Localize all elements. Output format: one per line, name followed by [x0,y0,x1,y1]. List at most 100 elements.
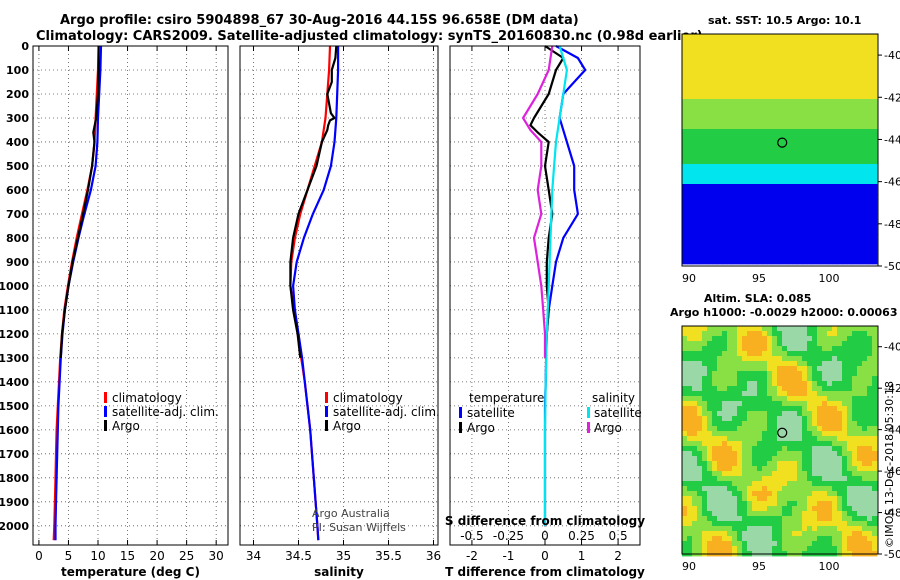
legend-header-temperature: temperature [469,391,544,405]
series-line-argo [289,45,338,359]
chart-panel-difference: -2 -1 0 1 2 T difference from climatology [445,45,645,579]
x-tick-label: 30 [209,549,224,563]
series-line-argo [59,46,100,358]
y-tick-label: 1900 [0,496,29,509]
x-axis-label: salinity [314,565,364,579]
x-tick-label: 36 [426,549,441,563]
legend-swatch [325,420,328,431]
lon-tick-label: 90 [682,272,696,285]
lat-tick-label: -44 [884,424,900,437]
x-tick-label: 0 [541,549,549,563]
lat-tick-label: -46 [884,176,900,189]
x-tick-label: 35.5 [375,549,402,563]
legend-swatch [587,407,590,418]
y-tick-label: 1600 [0,424,29,437]
lon-tick-label: 95 [752,560,766,573]
x-tick-label: 20 [149,549,164,563]
series-line-satellite-adj-clim- [54,45,103,541]
series-line-s-argo [521,45,554,358]
y-tick-label: 1200 [0,328,29,341]
lat-tick-label: -48 [884,507,900,520]
legend-label: satellite-adj. clim. [333,405,440,419]
x-tick-label: 25 [179,549,194,563]
plot-title-line2: Climatology: CARS2009. Satellite-adjuste… [36,29,703,44]
x-axis-label-top: S difference from climatology [445,514,645,528]
lat-tick-label: -48 [884,218,900,231]
lat-tick-label: -46 [884,465,900,478]
legend-swatch [104,392,107,403]
y-tick-label: 1800 [0,472,29,485]
y-tick-label: 2000 [0,520,29,533]
y-tick-label: 700 [6,208,29,221]
lat-tick-label: -44 [884,133,900,146]
y-tick-label: 500 [6,160,29,173]
x-tick-label: -2 [466,549,478,563]
legend-label: Argo [112,419,140,433]
series-line-climatology [289,45,332,541]
series-line-climatology [52,45,100,541]
x-tick-label: 5 [65,549,73,563]
legend-label: climatology [333,391,403,405]
y-tick-label: 1500 [0,400,29,413]
chart-panel-salinity: 34 34.5 35 35.5 36 salinity [239,45,441,579]
y-tick-label: 100 [6,64,29,77]
chart-panel-temperature: 0 5 10 15 20 25 30 temperature (deg C) [32,45,229,579]
lon-tick-label: 95 [752,272,766,285]
y-tick-label: 1300 [0,352,29,365]
legend-label: climatology [112,391,182,405]
legend-label: satellite [467,406,515,420]
x-axis-label: temperature (deg C) [61,565,200,579]
legend-header-salinity: salinity [592,391,635,405]
lat-tick-label: -42 [884,382,900,395]
y-tick-label: 1700 [0,448,29,461]
x-tick-label: -1 [502,549,514,563]
legend-swatch [325,392,328,403]
legend-swatch [104,420,107,431]
legend-label: satellite-adj. clim. [112,405,219,419]
legend-label: satellite [594,406,642,420]
legend-label: Argo [467,421,495,435]
y-tick-label: 600 [6,184,29,197]
x-tick-label: 35 [336,549,351,563]
x-axis-label: T difference from climatology [445,565,645,579]
legend-label: Argo [333,419,361,433]
lon-tick-label: 90 [682,560,696,573]
credit-line2: PI: Susan Wijffels [312,521,406,534]
series-line-satellite-adj-clim- [292,46,340,541]
legend-swatch [459,407,462,418]
argo-position-marker [777,427,788,438]
y-tick-label: 300 [6,112,29,125]
lon-tick-label: 100 [819,560,840,573]
legend-swatch [104,406,107,417]
x-tick-label: 1 [578,549,586,563]
y-tick-label: 0 [21,40,29,53]
lat-tick-label: -42 [884,91,900,104]
s-tick-label: 0.25 [568,529,595,543]
argo-position-marker [777,137,788,148]
lat-tick-label: -50 [884,260,900,273]
x-tick-label: 10 [90,549,105,563]
imos-footer: ©IMOS 13-Dec-2018 05:30:18 [883,381,896,548]
s-tick-label: 0 [541,529,549,543]
s-tick-label: 0.5 [609,529,628,543]
sla-map-title-line1: Altim. SLA: 0.085 [704,292,812,305]
sst-map: -40 -42 -44 -46 -48 -50 90 95 100 [681,33,900,285]
plot-title-line1: Argo profile: csiro 5904898_67 30-Aug-20… [60,13,579,28]
map-frame [681,33,879,267]
x-tick-label: 34.5 [285,549,312,563]
map-frame [681,325,879,555]
x-tick-label: 0 [35,549,43,563]
y-tick-label: 900 [6,256,29,269]
sla-map-title-line2: Argo h1000: -0.0029 h2000: 0.00063 [670,306,898,319]
legend-swatch [459,422,462,433]
sla-map: -40 -42 -44 -46 -48 -50 90 95 100 [681,325,900,573]
lon-tick-label: 100 [819,272,840,285]
series-line-t-satellite [543,45,587,526]
lat-tick-label: -40 [884,341,900,354]
y-tick-label: 200 [6,88,29,101]
x-tick-label: 34 [246,549,261,563]
s-tick-label: -0.5 [460,529,483,543]
y-tick-label: 1400 [0,376,29,389]
lat-tick-label: -50 [884,548,900,561]
